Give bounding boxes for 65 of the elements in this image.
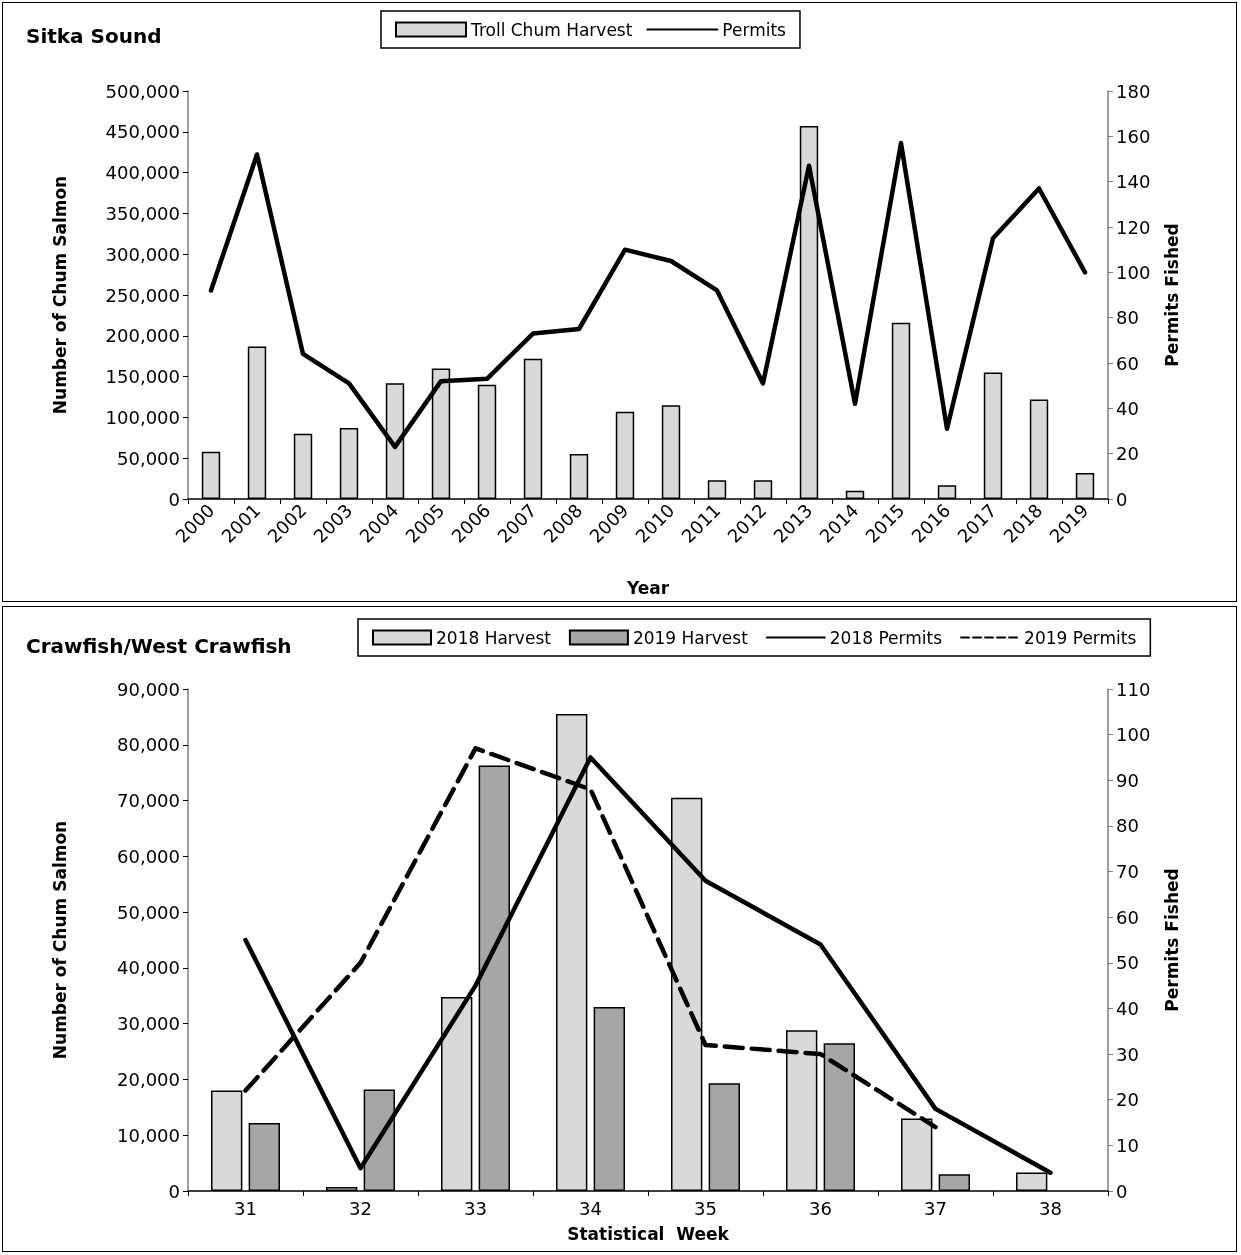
y2-axis-title: Permits Fished: [1161, 223, 1182, 367]
x-tick-label: 35: [694, 1197, 717, 1219]
legend-label: 2018 Harvest: [436, 627, 552, 648]
y2-tick-label: 20: [1116, 1089, 1139, 1111]
y2-tick-label: 70: [1116, 861, 1139, 883]
legend-label: 2018 Permits: [829, 627, 943, 648]
legend-label: 2019 Permits: [1024, 627, 1137, 648]
y2-tick-label: 0: [1116, 488, 1128, 510]
y-tick-label: 450,000: [105, 121, 180, 143]
legend-label: 2019 Harvest: [632, 627, 749, 648]
y-tick-label: 150,000: [105, 366, 180, 388]
y2-tick-label: 120: [1116, 216, 1151, 238]
legend-label: Troll Chum Harvest: [470, 19, 633, 40]
y-tick-label: 0: [168, 488, 180, 510]
chart-title: Sitka Sound: [26, 24, 162, 48]
x-tick-label: 34: [579, 1197, 602, 1219]
y-tick-label: 200,000: [105, 325, 180, 347]
y-tick-label: 100,000: [105, 406, 180, 428]
y2-tick-label: 30: [1116, 1043, 1139, 1065]
y2-tick-label: 40: [1116, 997, 1139, 1019]
y-tick-label: 300,000: [105, 243, 180, 265]
y-tick-label: 30,000: [117, 1013, 180, 1035]
x-tick-label: 38: [1039, 1197, 1062, 1219]
y2-tick-label: 160: [1116, 125, 1151, 147]
y2-tick-label: 180: [1116, 80, 1151, 102]
y2-axis-title: Permits Fished: [1161, 868, 1182, 1012]
y2-tick-label: 110: [1116, 678, 1151, 700]
x-tick-label: 32: [349, 1197, 372, 1219]
chart-title: Crawfish/West Crawfish: [26, 634, 292, 658]
y-axis-title: Number of Chum Salmon: [49, 175, 70, 415]
y2-tick-label: 60: [1116, 906, 1139, 928]
y-tick-label: 50,000: [117, 447, 180, 469]
y2-tick-label: 50: [1116, 952, 1139, 974]
y-tick-label: 50,000: [117, 901, 180, 923]
x-tick-label: 33: [464, 1197, 487, 1219]
y2-tick-label: 140: [1116, 171, 1151, 193]
y2-tick-label: 40: [1116, 397, 1139, 419]
x-tick-label: 37: [924, 1197, 947, 1219]
legend-label: Permits: [722, 19, 787, 40]
y2-tick-label: 80: [1116, 815, 1139, 837]
y-tick-label: 350,000: [105, 202, 180, 224]
y-axis-title: Number of Chum Salmon: [49, 820, 70, 1060]
y2-tick-label: 20: [1116, 443, 1139, 465]
y-tick-label: 500,000: [105, 80, 180, 102]
y2-tick-label: 10: [1116, 1134, 1139, 1156]
y-tick-label: 90,000: [117, 678, 180, 700]
x-axis-title: Year: [625, 577, 670, 598]
y-tick-label: 400,000: [105, 162, 180, 184]
y-tick-label: 70,000: [117, 790, 180, 812]
y-tick-label: 40,000: [117, 957, 180, 979]
y-tick-label: 60,000: [117, 845, 180, 867]
y2-tick-label: 100: [1116, 261, 1151, 283]
y2-tick-label: 100: [1116, 724, 1151, 746]
y2-tick-label: 0: [1116, 1180, 1128, 1202]
y-tick-label: 10,000: [117, 1124, 180, 1146]
y-tick-label: 20,000: [117, 1068, 180, 1090]
y2-tick-label: 90: [1116, 769, 1139, 791]
y2-tick-label: 60: [1116, 352, 1139, 374]
y-tick-label: 80,000: [117, 734, 180, 756]
x-tick-label: 31: [234, 1197, 257, 1219]
y-tick-label: 250,000: [105, 284, 180, 306]
x-tick-label: 36: [809, 1197, 832, 1219]
y-tick-label: 0: [168, 1180, 180, 1202]
y2-tick-label: 80: [1116, 307, 1139, 329]
x-axis-title: Statistical Week: [567, 1223, 730, 1244]
